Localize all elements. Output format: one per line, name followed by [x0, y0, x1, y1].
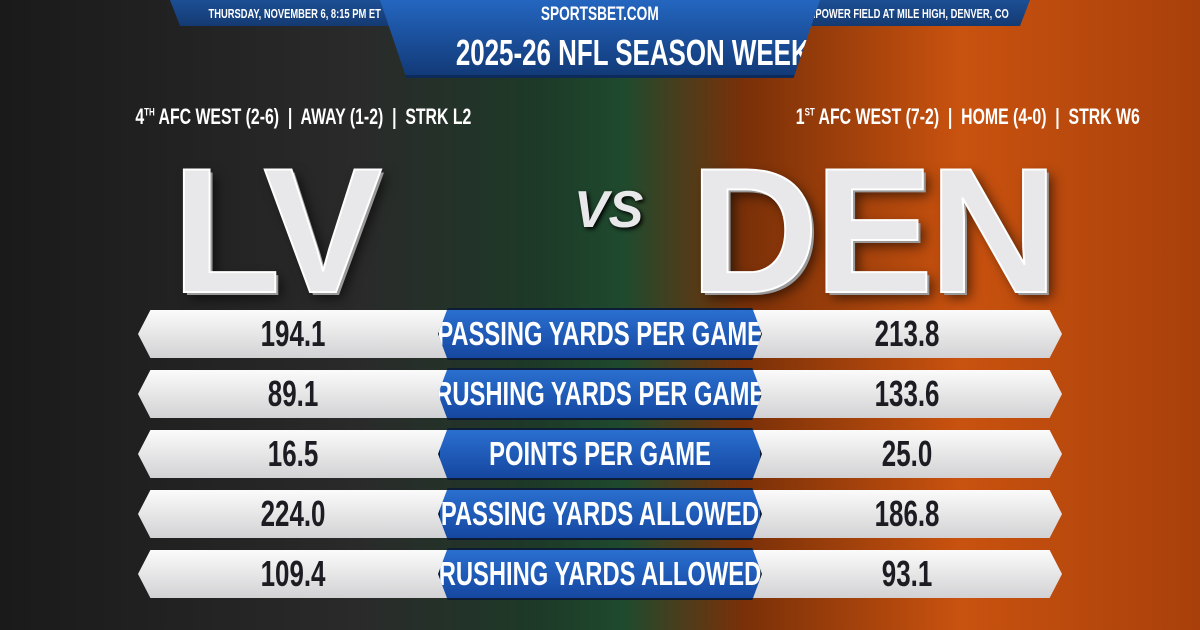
- stat-label-text: POINTS PER GAME: [489, 435, 711, 472]
- title-plate: SPORTSBET.COM 2025-26 NFL SEASON WEEK 10: [380, 0, 820, 78]
- home-rank: 1: [795, 104, 805, 129]
- away-stat-value: 89.1: [138, 370, 448, 418]
- home-stat-value: 133.6: [752, 370, 1062, 418]
- away-value-text: 194.1: [260, 313, 326, 354]
- venue: EMPOWER FIELD AT MILE HIGH, DENVER, CO: [780, 0, 1030, 26]
- away-record: 4TH AFC WEST (2-6) | AWAY (1-2) | STRK L…: [70, 104, 537, 130]
- stat-label: PASSING YARDS PER GAME: [438, 308, 762, 360]
- stat-label: POINTS PER GAME: [438, 428, 762, 480]
- site-text: SPORTSBET.COM: [541, 4, 659, 25]
- away-value-text: 89.1: [267, 373, 319, 414]
- venue-text: EMPOWER FIELD AT MILE HIGH, DENVER, CO: [801, 5, 1009, 21]
- stat-label: RUSHING YARDS ALLOWED: [438, 548, 762, 600]
- game-date: THURSDAY, NOVEMBER 6, 8:15 PM ET: [170, 0, 420, 26]
- game-date-text: THURSDAY, NOVEMBER 6, 8:15 PM ET: [208, 5, 382, 21]
- away-value-text: 224.0: [260, 493, 326, 534]
- stat-row: 109.4 93.1 RUSHING YARDS ALLOWED: [138, 548, 1062, 600]
- page-title: 2025-26 NFL SEASON WEEK 10: [380, 32, 820, 74]
- away-stat-value: 194.1: [138, 310, 448, 358]
- stat-label-text: RUSHING YARDS PER GAME: [434, 375, 766, 412]
- away-record-text: AFC WEST (2-6) | AWAY (1-2) | STRK L2: [154, 104, 472, 129]
- away-rank: 4: [135, 104, 145, 129]
- stat-row: 194.1 213.8 PASSING YARDS PER GAME: [138, 308, 1062, 360]
- home-stat-value: 93.1: [752, 550, 1062, 598]
- title-text: 2025-26 NFL SEASON WEEK 10: [455, 32, 846, 73]
- stat-label-text: RUSHING YARDS ALLOWED: [438, 555, 762, 592]
- stat-row: 224.0 186.8 PASSING YARDS ALLOWED: [138, 488, 1062, 540]
- stat-label: PASSING YARDS ALLOWED: [438, 488, 762, 540]
- home-record-text: AFC WEST (7-2) | HOME (4-0) | STRK W6: [814, 104, 1140, 129]
- home-stat-value: 213.8: [752, 310, 1062, 358]
- home-value-text: 213.8: [874, 313, 940, 354]
- site-logo: SPORTSBET.COM: [380, 4, 820, 26]
- home-value-text: 133.6: [874, 373, 940, 414]
- away-value-text: 16.5: [267, 433, 319, 474]
- away-stat-value: 224.0: [138, 490, 448, 538]
- stat-row: 16.5 25.0 POINTS PER GAME: [138, 428, 1062, 480]
- stat-label-text: PASSING YARDS PER GAME: [437, 315, 763, 352]
- home-stat-value: 25.0: [752, 430, 1062, 478]
- home-record: 1ST AFC WEST (7-2) | HOME (4-0) | STRK W…: [662, 104, 1140, 130]
- home-value-text: 186.8: [874, 493, 940, 534]
- away-stat-value: 109.4: [138, 550, 448, 598]
- home-team-abbr: DEN: [689, 130, 1059, 331]
- home-rank-suffix: ST: [804, 106, 815, 119]
- stat-label-text: PASSING YARDS ALLOWED: [440, 495, 760, 532]
- stat-label: RUSHING YARDS PER GAME: [438, 368, 762, 420]
- header-banner: THURSDAY, NOVEMBER 6, 8:15 PM ET EMPOWER…: [150, 0, 1050, 82]
- home-value-text: 93.1: [881, 553, 933, 594]
- stat-row: 89.1 133.6 RUSHING YARDS PER GAME: [138, 368, 1062, 420]
- home-value-text: 25.0: [881, 433, 933, 474]
- home-stat-value: 186.8: [752, 490, 1062, 538]
- vs-badge: VS: [574, 181, 644, 239]
- away-team-abbr: LV: [171, 130, 383, 331]
- away-stat-value: 16.5: [138, 430, 448, 478]
- away-rank-suffix: TH: [144, 106, 155, 119]
- away-value-text: 109.4: [260, 553, 326, 594]
